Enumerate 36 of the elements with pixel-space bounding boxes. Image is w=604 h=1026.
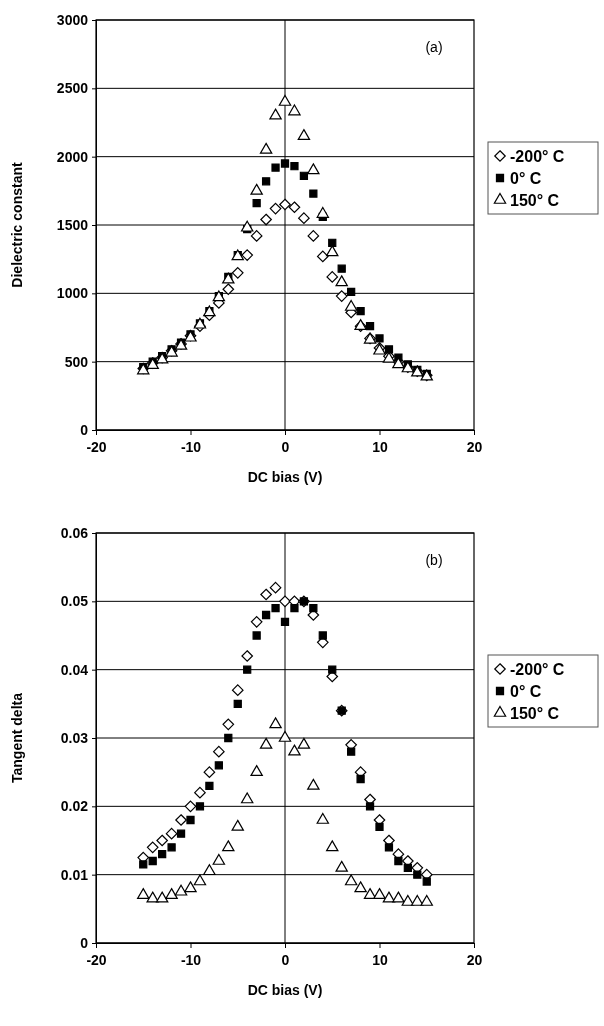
y-tick-label: 0.04	[60, 661, 89, 678]
annotation: (a)	[425, 39, 443, 55]
y-tick-label: 0.03	[60, 729, 89, 746]
x-tick-label: -20	[86, 952, 107, 968]
x-tick-label: 10	[372, 952, 388, 968]
x-tick-label: 0	[281, 952, 290, 968]
x-tick-label: -20	[86, 439, 107, 455]
y-tick-label: 2500	[56, 80, 89, 97]
legend-label: -200° C	[510, 148, 565, 165]
y-tick-label: 0.01	[60, 866, 89, 883]
legend-label: 0° C	[510, 170, 542, 187]
x-tick-label: 10	[372, 439, 388, 455]
y-tick-label: 0	[80, 421, 89, 438]
y-tick-label: 500	[64, 353, 89, 370]
y-tick-label: 3000	[56, 11, 89, 28]
y-tick-label: 2000	[56, 148, 89, 165]
y-tick-label: 0.05	[60, 593, 89, 610]
y-axis-title: Dielectric constant	[9, 162, 25, 288]
x-axis-title: DC bias (V)	[247, 469, 323, 485]
annotation: (b)	[425, 552, 443, 568]
y-tick-label: 0	[80, 934, 89, 951]
y-tick-label: 0.06	[60, 524, 89, 541]
x-tick-label: 0	[281, 439, 290, 455]
x-axis-title: DC bias (V)	[247, 982, 323, 998]
y-tick-label: 1500	[56, 216, 89, 233]
y-tick-label: 1000	[56, 285, 89, 302]
x-tick-label: 20	[466, 439, 483, 455]
legend-label: 0° C	[510, 683, 542, 700]
legend-label: 150° C	[510, 192, 560, 209]
x-tick-label: -10	[180, 439, 202, 455]
y-axis-title: Tangent delta	[9, 692, 25, 783]
x-tick-label: 20	[466, 952, 483, 968]
x-tick-label: -10	[180, 952, 202, 968]
y-tick-label: 0.02	[60, 798, 89, 815]
legend-label: 150° C	[510, 705, 560, 722]
legend-label: -200° C	[510, 661, 565, 678]
